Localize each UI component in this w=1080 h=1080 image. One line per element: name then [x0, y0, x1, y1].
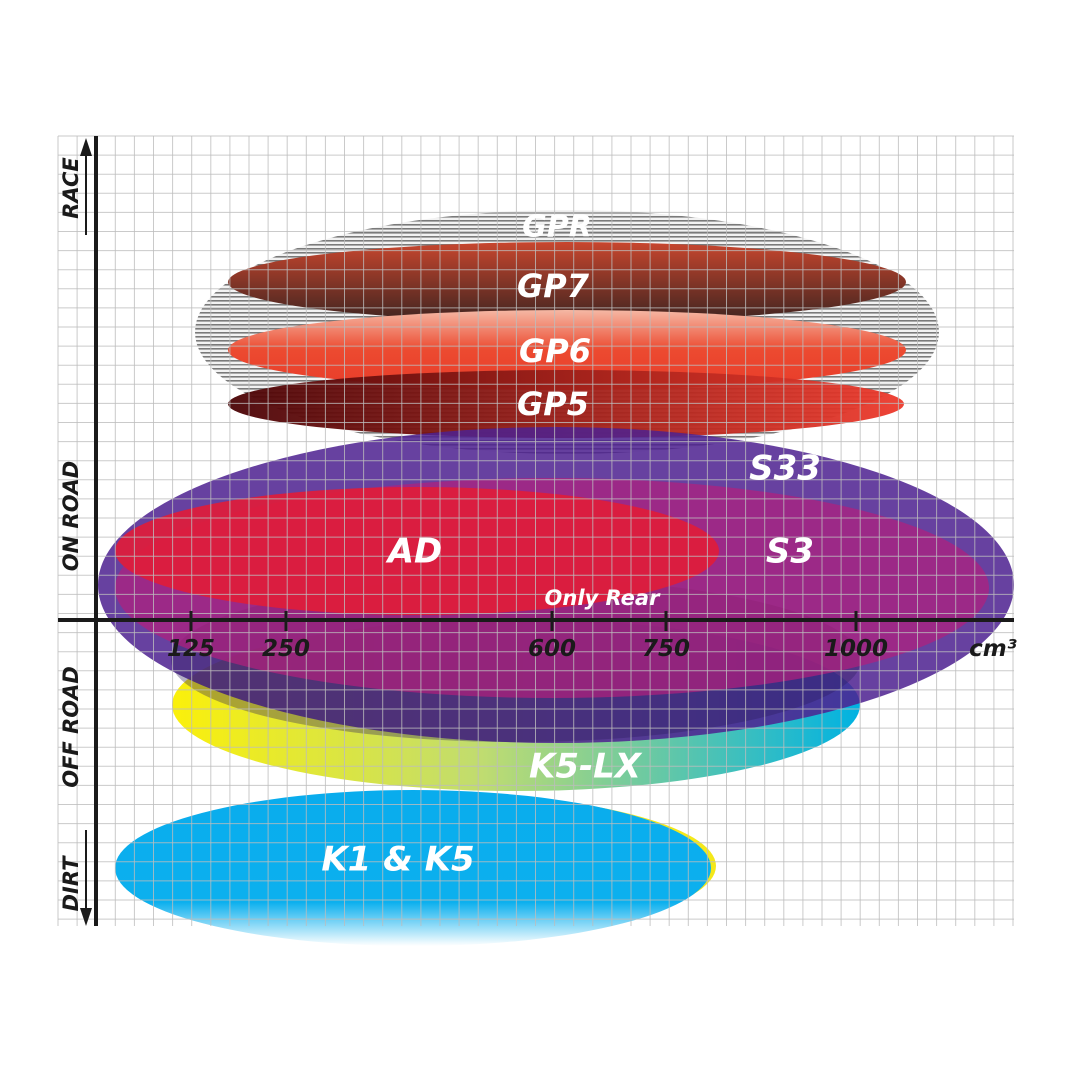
- label-k1k5: K1 & K5: [321, 840, 474, 880]
- label-gp6: GP6: [519, 332, 591, 370]
- x-tick-label: 600: [528, 636, 576, 662]
- y-label-dirt: DIRT: [59, 855, 83, 911]
- label-s33: S33: [749, 449, 821, 489]
- ad-ellipse: [115, 487, 719, 615]
- x-tick-label: 125: [167, 636, 215, 662]
- x-tick-label: 750: [642, 636, 690, 662]
- x-tick-label: 250: [262, 636, 310, 662]
- y-label-off-road: OFF ROAD: [59, 666, 83, 788]
- label-gp5: GP5: [517, 385, 589, 423]
- label-ad: AD: [385, 532, 443, 572]
- k1k5-ellipse: [115, 790, 711, 946]
- dirt-arrow-head: [80, 908, 92, 926]
- y-label-race: RACE: [59, 157, 83, 219]
- gp7-ellipse: [228, 242, 906, 322]
- label-gp7: GP7: [517, 267, 590, 305]
- x-tick-label: 1000: [824, 636, 888, 662]
- x-unit-label: cm³: [969, 636, 1017, 662]
- y-label-on-road: ON ROAD: [59, 461, 83, 571]
- label-s3: S3: [766, 532, 814, 572]
- label-gpr: GPR: [522, 210, 592, 245]
- gp6-ellipse: [228, 310, 906, 390]
- gp5-ellipse: [228, 370, 904, 438]
- grid: [57, 135, 1014, 926]
- race-arrow-head: [80, 138, 92, 156]
- label-k5lx: K5-LX: [529, 747, 643, 787]
- label-only-rear: Only Rear: [545, 586, 662, 610]
